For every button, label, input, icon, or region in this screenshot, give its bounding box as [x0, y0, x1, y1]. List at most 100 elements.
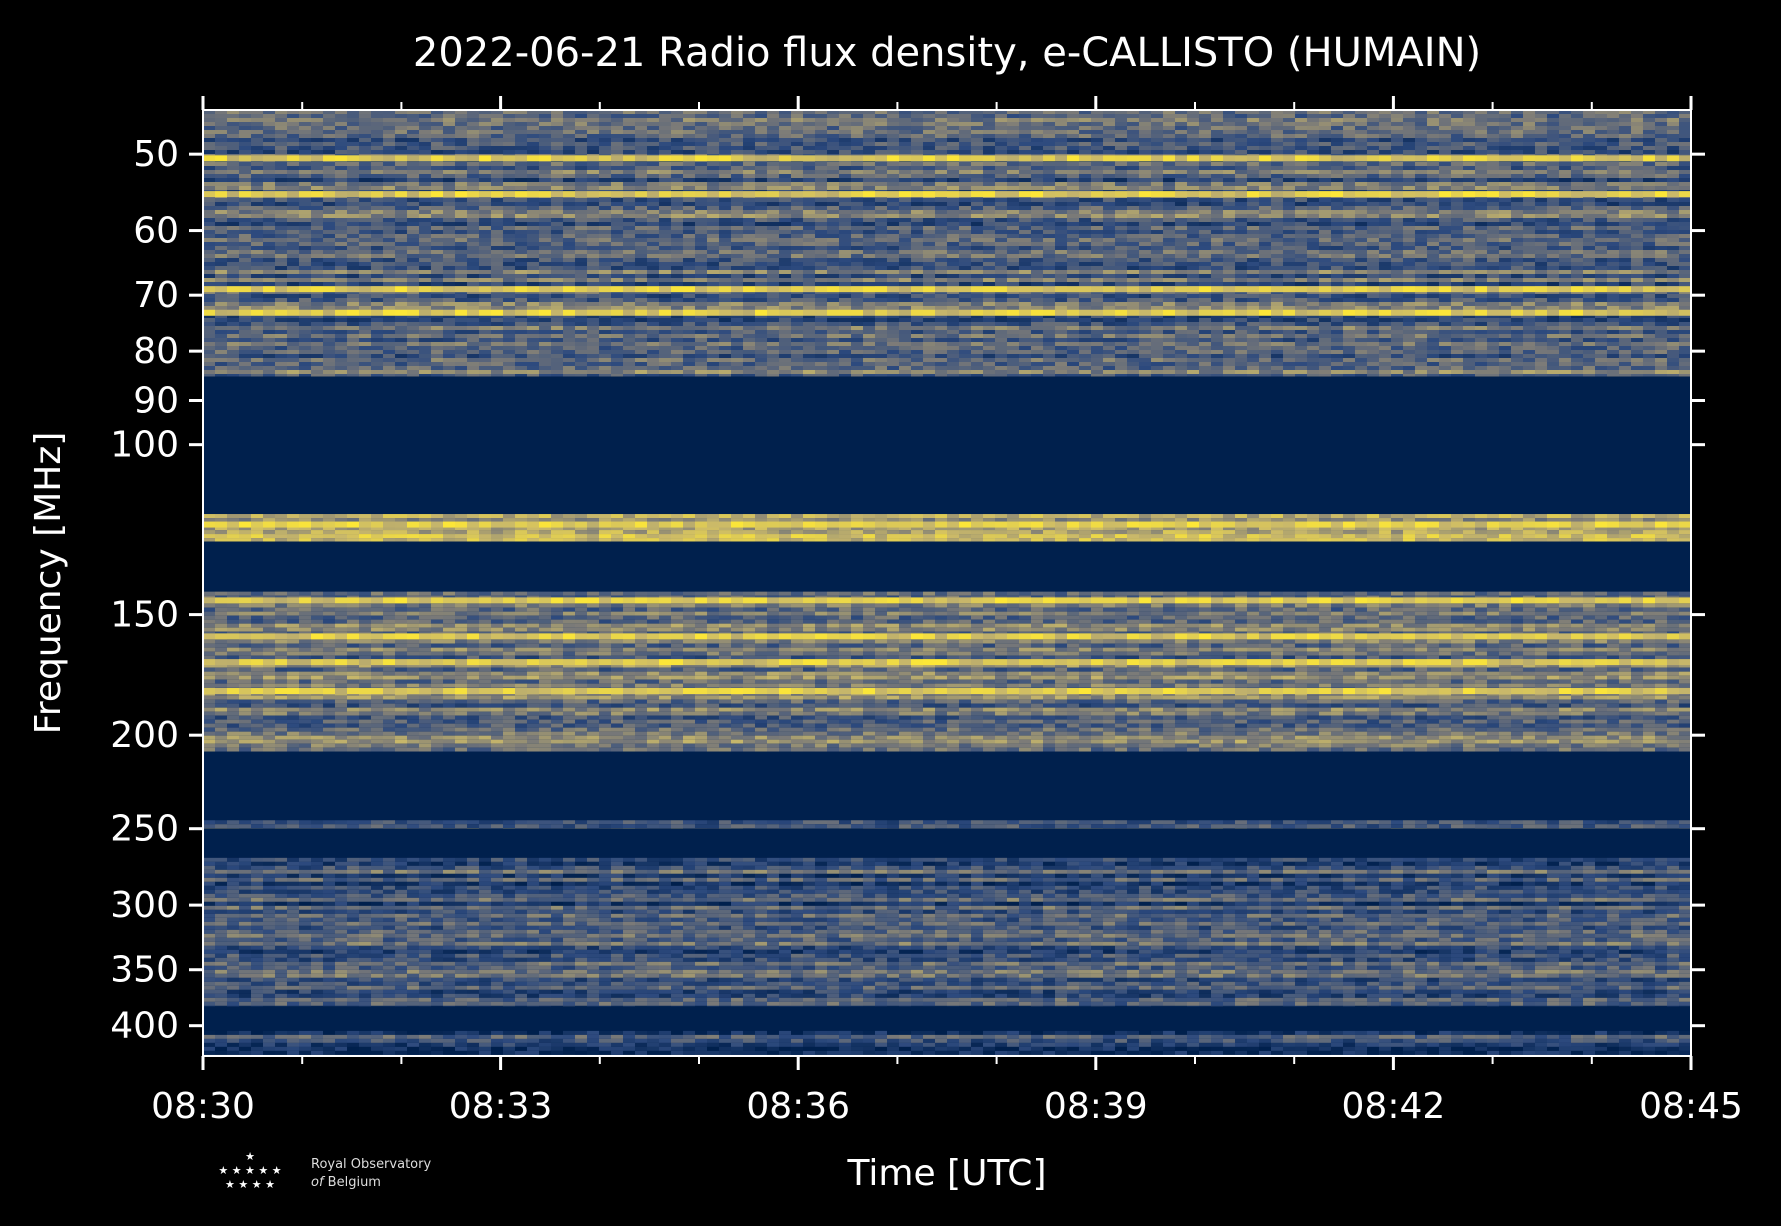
- heatmap-cell: [1679, 138, 1691, 142]
- heatmap-cell: [1559, 126, 1571, 130]
- heatmap-cell: [1619, 250, 1631, 254]
- heatmap-cell: [1499, 238, 1511, 242]
- heatmap-cell: [503, 214, 515, 218]
- heatmap-cell: [815, 138, 827, 142]
- heatmap-cell: [911, 254, 923, 258]
- heatmap-cell: [323, 246, 335, 250]
- heatmap-cell: [935, 206, 947, 210]
- heatmap-cell: [1487, 238, 1499, 242]
- heatmap-cell: [383, 246, 395, 250]
- heatmap-cell: [1439, 130, 1451, 134]
- heatmap-cell: [1655, 130, 1667, 134]
- heatmap-cell: [1343, 266, 1355, 270]
- heatmap-cell: [1547, 182, 1559, 186]
- heatmap-cell: [455, 146, 467, 150]
- heatmap-cell: [587, 230, 599, 234]
- heatmap-cell: [251, 138, 263, 142]
- heatmap-cell: [803, 258, 815, 262]
- heatmap-cell: [1223, 254, 1235, 258]
- heatmap-cell: [1115, 162, 1127, 166]
- heatmap-cell: [1655, 234, 1667, 238]
- heatmap-cell: [551, 118, 563, 122]
- heatmap-cell: [227, 198, 239, 202]
- heatmap-cell: [467, 182, 479, 186]
- heatmap-cell: [1475, 174, 1487, 178]
- heatmap-cell: [515, 242, 527, 246]
- heatmap-cell: [1595, 218, 1607, 222]
- heatmap-cell: [971, 110, 983, 114]
- heatmap-cell: [491, 270, 503, 274]
- heatmap-cell: [1583, 138, 1595, 142]
- heatmap-cell: [455, 246, 467, 250]
- heatmap-cell: [755, 134, 767, 138]
- heatmap-cell: [695, 250, 707, 254]
- heatmap-cell: [263, 218, 275, 222]
- heatmap-cell: [1571, 198, 1583, 202]
- heatmap-cell: [443, 138, 455, 142]
- heatmap-cell: [911, 138, 923, 142]
- heatmap-cell: [383, 206, 395, 210]
- heatmap-cell: [1403, 214, 1415, 218]
- heatmap-cell: [395, 146, 407, 150]
- heatmap-cell: [1619, 126, 1631, 130]
- heatmap-cell: [1379, 142, 1391, 146]
- heatmap-cell: [743, 118, 755, 122]
- heatmap-cell: [1139, 258, 1151, 262]
- heatmap-cell: [899, 138, 911, 142]
- heatmap-cell: [1139, 250, 1151, 254]
- heatmap-cell: [539, 114, 551, 118]
- heatmap-cell: [683, 266, 695, 270]
- heatmap-cell: [623, 122, 635, 126]
- heatmap-cell: [515, 174, 527, 178]
- heatmap-cell: [1511, 218, 1523, 222]
- heatmap-cell: [1139, 126, 1151, 130]
- heatmap-cell: [263, 254, 275, 258]
- heatmap-cell: [1583, 166, 1595, 170]
- heatmap-cell: [251, 114, 263, 118]
- heatmap-cell: [1271, 122, 1283, 126]
- heatmap-cell: [1151, 242, 1163, 246]
- heatmap-cell: [1667, 174, 1679, 178]
- heatmap-cell: [1259, 210, 1271, 214]
- heatmap-cell: [1211, 142, 1223, 146]
- heatmap-cell: [839, 262, 851, 266]
- heatmap-cell: [563, 118, 575, 122]
- heatmap-cell: [1295, 226, 1307, 230]
- heatmap-cell: [1355, 198, 1367, 202]
- heatmap-cell: [587, 110, 599, 114]
- heatmap-cell: [455, 182, 467, 186]
- heatmap-cell: [383, 230, 395, 234]
- heatmap-cell: [407, 186, 419, 190]
- heatmap-cell: [827, 262, 839, 266]
- heatmap-cell: [479, 246, 491, 250]
- heatmap-cell: [623, 150, 635, 154]
- heatmap-cell: [1655, 138, 1667, 142]
- heatmap-cell: [215, 206, 227, 210]
- heatmap-cell: [1163, 214, 1175, 218]
- heatmap-cell: [695, 186, 707, 190]
- heatmap-cell: [1139, 182, 1151, 186]
- heatmap-cell: [419, 178, 431, 182]
- heatmap-cell: [647, 166, 659, 170]
- heatmap-cell: [1403, 178, 1415, 182]
- heatmap-cell: [743, 166, 755, 170]
- heatmap-cell: [1571, 170, 1583, 174]
- heatmap-cell: [959, 258, 971, 262]
- heatmap-cell: [239, 166, 251, 170]
- heatmap-cell: [335, 218, 347, 222]
- heatmap-cell: [983, 186, 995, 190]
- heatmap-cell: [1523, 246, 1535, 250]
- heatmap-cell: [659, 242, 671, 246]
- heatmap-cell: [1343, 182, 1355, 186]
- heatmap-cell: [1187, 110, 1199, 114]
- heatmap-cell: [1559, 134, 1571, 138]
- heatmap-cell: [707, 202, 719, 206]
- heatmap-cell: [1331, 214, 1343, 218]
- heatmap-cell: [203, 126, 215, 130]
- heatmap-cell: [227, 234, 239, 238]
- heatmap-cell: [1523, 146, 1535, 150]
- heatmap-cell: [1427, 254, 1439, 258]
- heatmap-cell: [1127, 130, 1139, 134]
- heatmap-cell: [551, 110, 563, 114]
- heatmap-cell: [1295, 110, 1307, 114]
